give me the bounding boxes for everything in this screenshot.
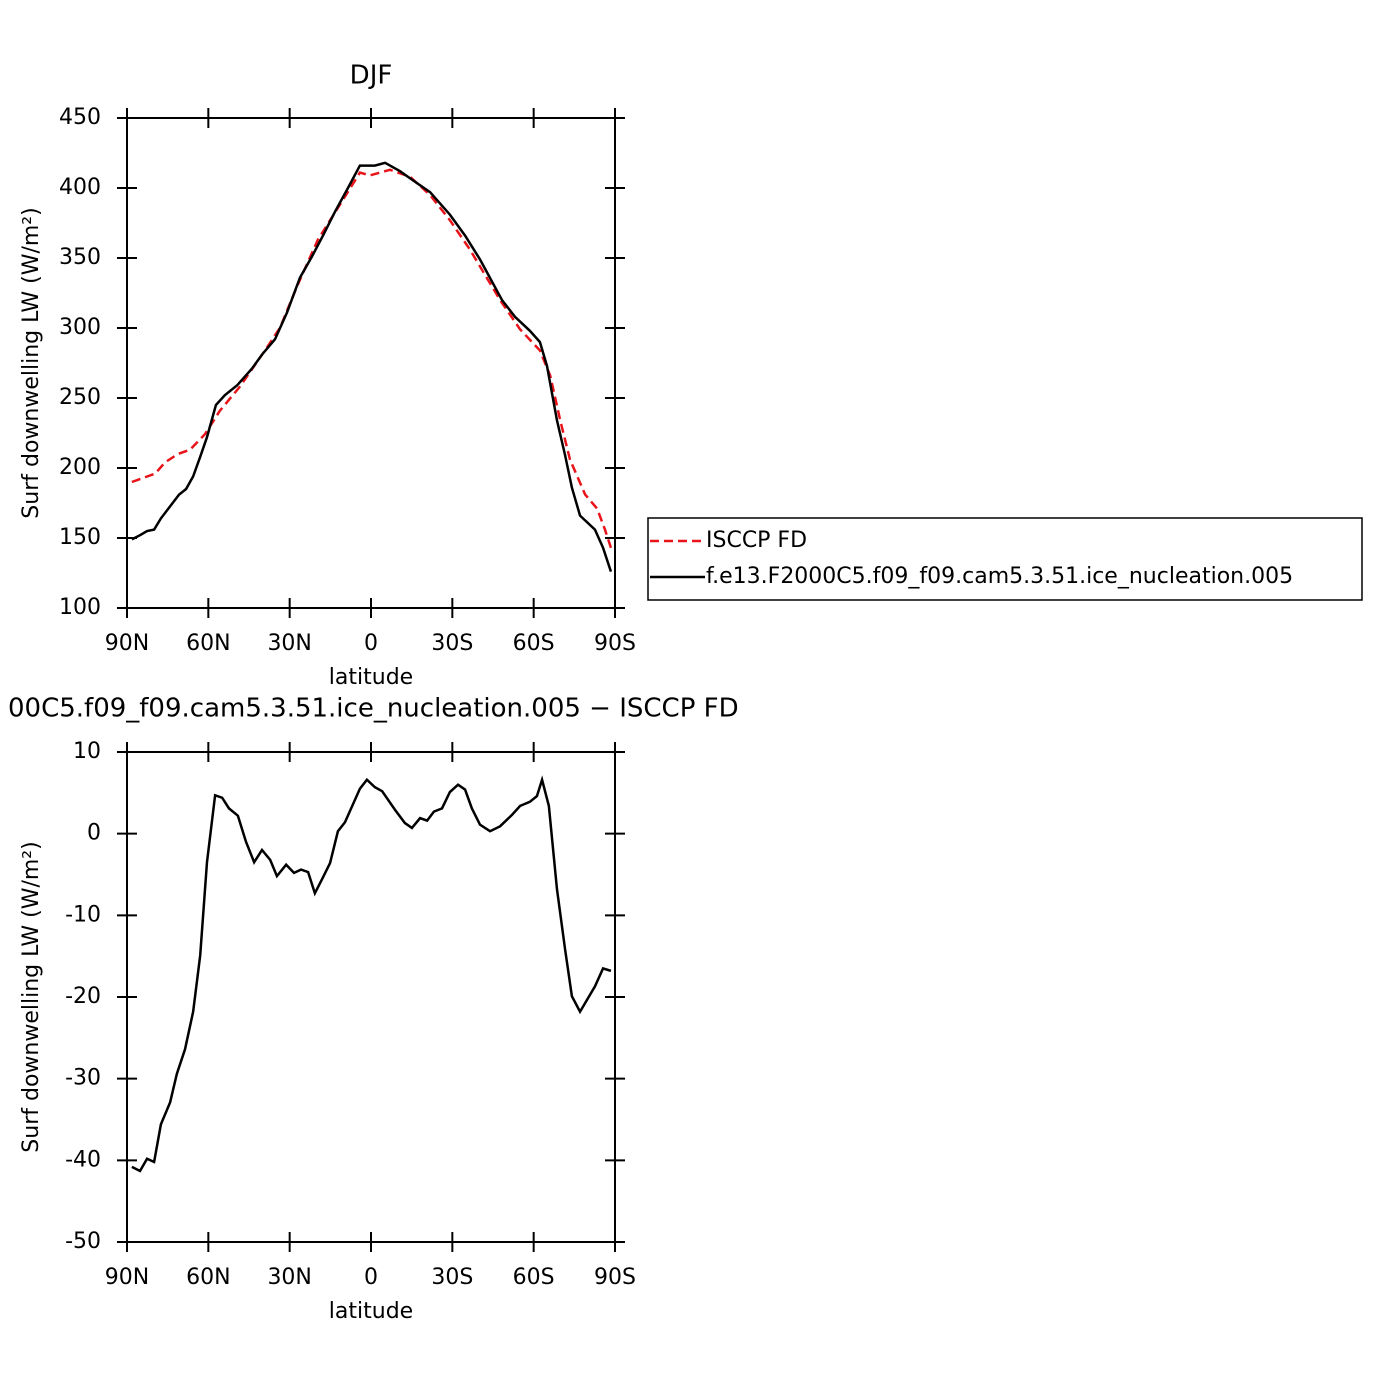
y-tick-label: 100 <box>59 595 101 620</box>
x-tick-label: 0 <box>364 631 378 656</box>
x-tick-label: 30S <box>431 1265 473 1290</box>
y-axis-label: Surf downwelling LW (W/m²) <box>19 207 44 518</box>
y-tick-label: 250 <box>59 385 101 410</box>
y-tick-label: -20 <box>65 984 101 1009</box>
x-tick-label: 90S <box>594 1265 636 1290</box>
x-tick-label: 60N <box>186 1265 230 1290</box>
y-tick-label: 10 <box>73 739 101 764</box>
x-tick-label: 0 <box>364 1265 378 1290</box>
y-axis-label: Surf downwelling LW (W/m²) <box>19 841 44 1152</box>
x-tick-label: 30S <box>431 631 473 656</box>
x-tick-label: 90S <box>594 631 636 656</box>
legend-label: ISCCP FD <box>706 528 807 553</box>
y-tick-label: -50 <box>65 1229 101 1254</box>
y-tick-label: 300 <box>59 315 101 340</box>
line-series <box>131 775 612 1173</box>
y-tick-label: 400 <box>59 175 101 200</box>
x-tick-label: 60N <box>186 631 230 656</box>
line-series <box>131 161 613 572</box>
y-tick-label: 150 <box>59 525 101 550</box>
chart-title: DJF <box>350 61 393 91</box>
plot-frame <box>126 751 616 1243</box>
y-tick-label: -40 <box>65 1147 101 1172</box>
plot-frame <box>126 117 616 609</box>
y-tick-label: -30 <box>65 1066 101 1091</box>
y-tick-label: 200 <box>59 455 101 480</box>
x-axis-label: latitude <box>329 1299 413 1324</box>
y-tick-label: 350 <box>59 245 101 270</box>
x-tick-label: 30N <box>267 1265 311 1290</box>
y-tick-label: 450 <box>59 105 101 130</box>
x-tick-label: 30N <box>267 631 311 656</box>
legend-box <box>647 517 1363 601</box>
y-tick-label: -10 <box>65 902 101 927</box>
legend-label: f.e13.F2000C5.f09_f09.cam5.3.51.ice_nucl… <box>706 564 1293 589</box>
x-tick-label: 90N <box>105 1265 149 1290</box>
y-tick-label: 0 <box>87 821 101 846</box>
x-axis-label: latitude <box>329 665 413 690</box>
x-tick-label: 60S <box>513 1265 555 1290</box>
x-tick-label: 90N <box>105 631 149 656</box>
chart-title: 00C5.f09_f09.cam5.3.51.ice_nucleation.00… <box>8 694 739 724</box>
x-tick-label: 60S <box>513 631 555 656</box>
line-series <box>131 168 613 549</box>
